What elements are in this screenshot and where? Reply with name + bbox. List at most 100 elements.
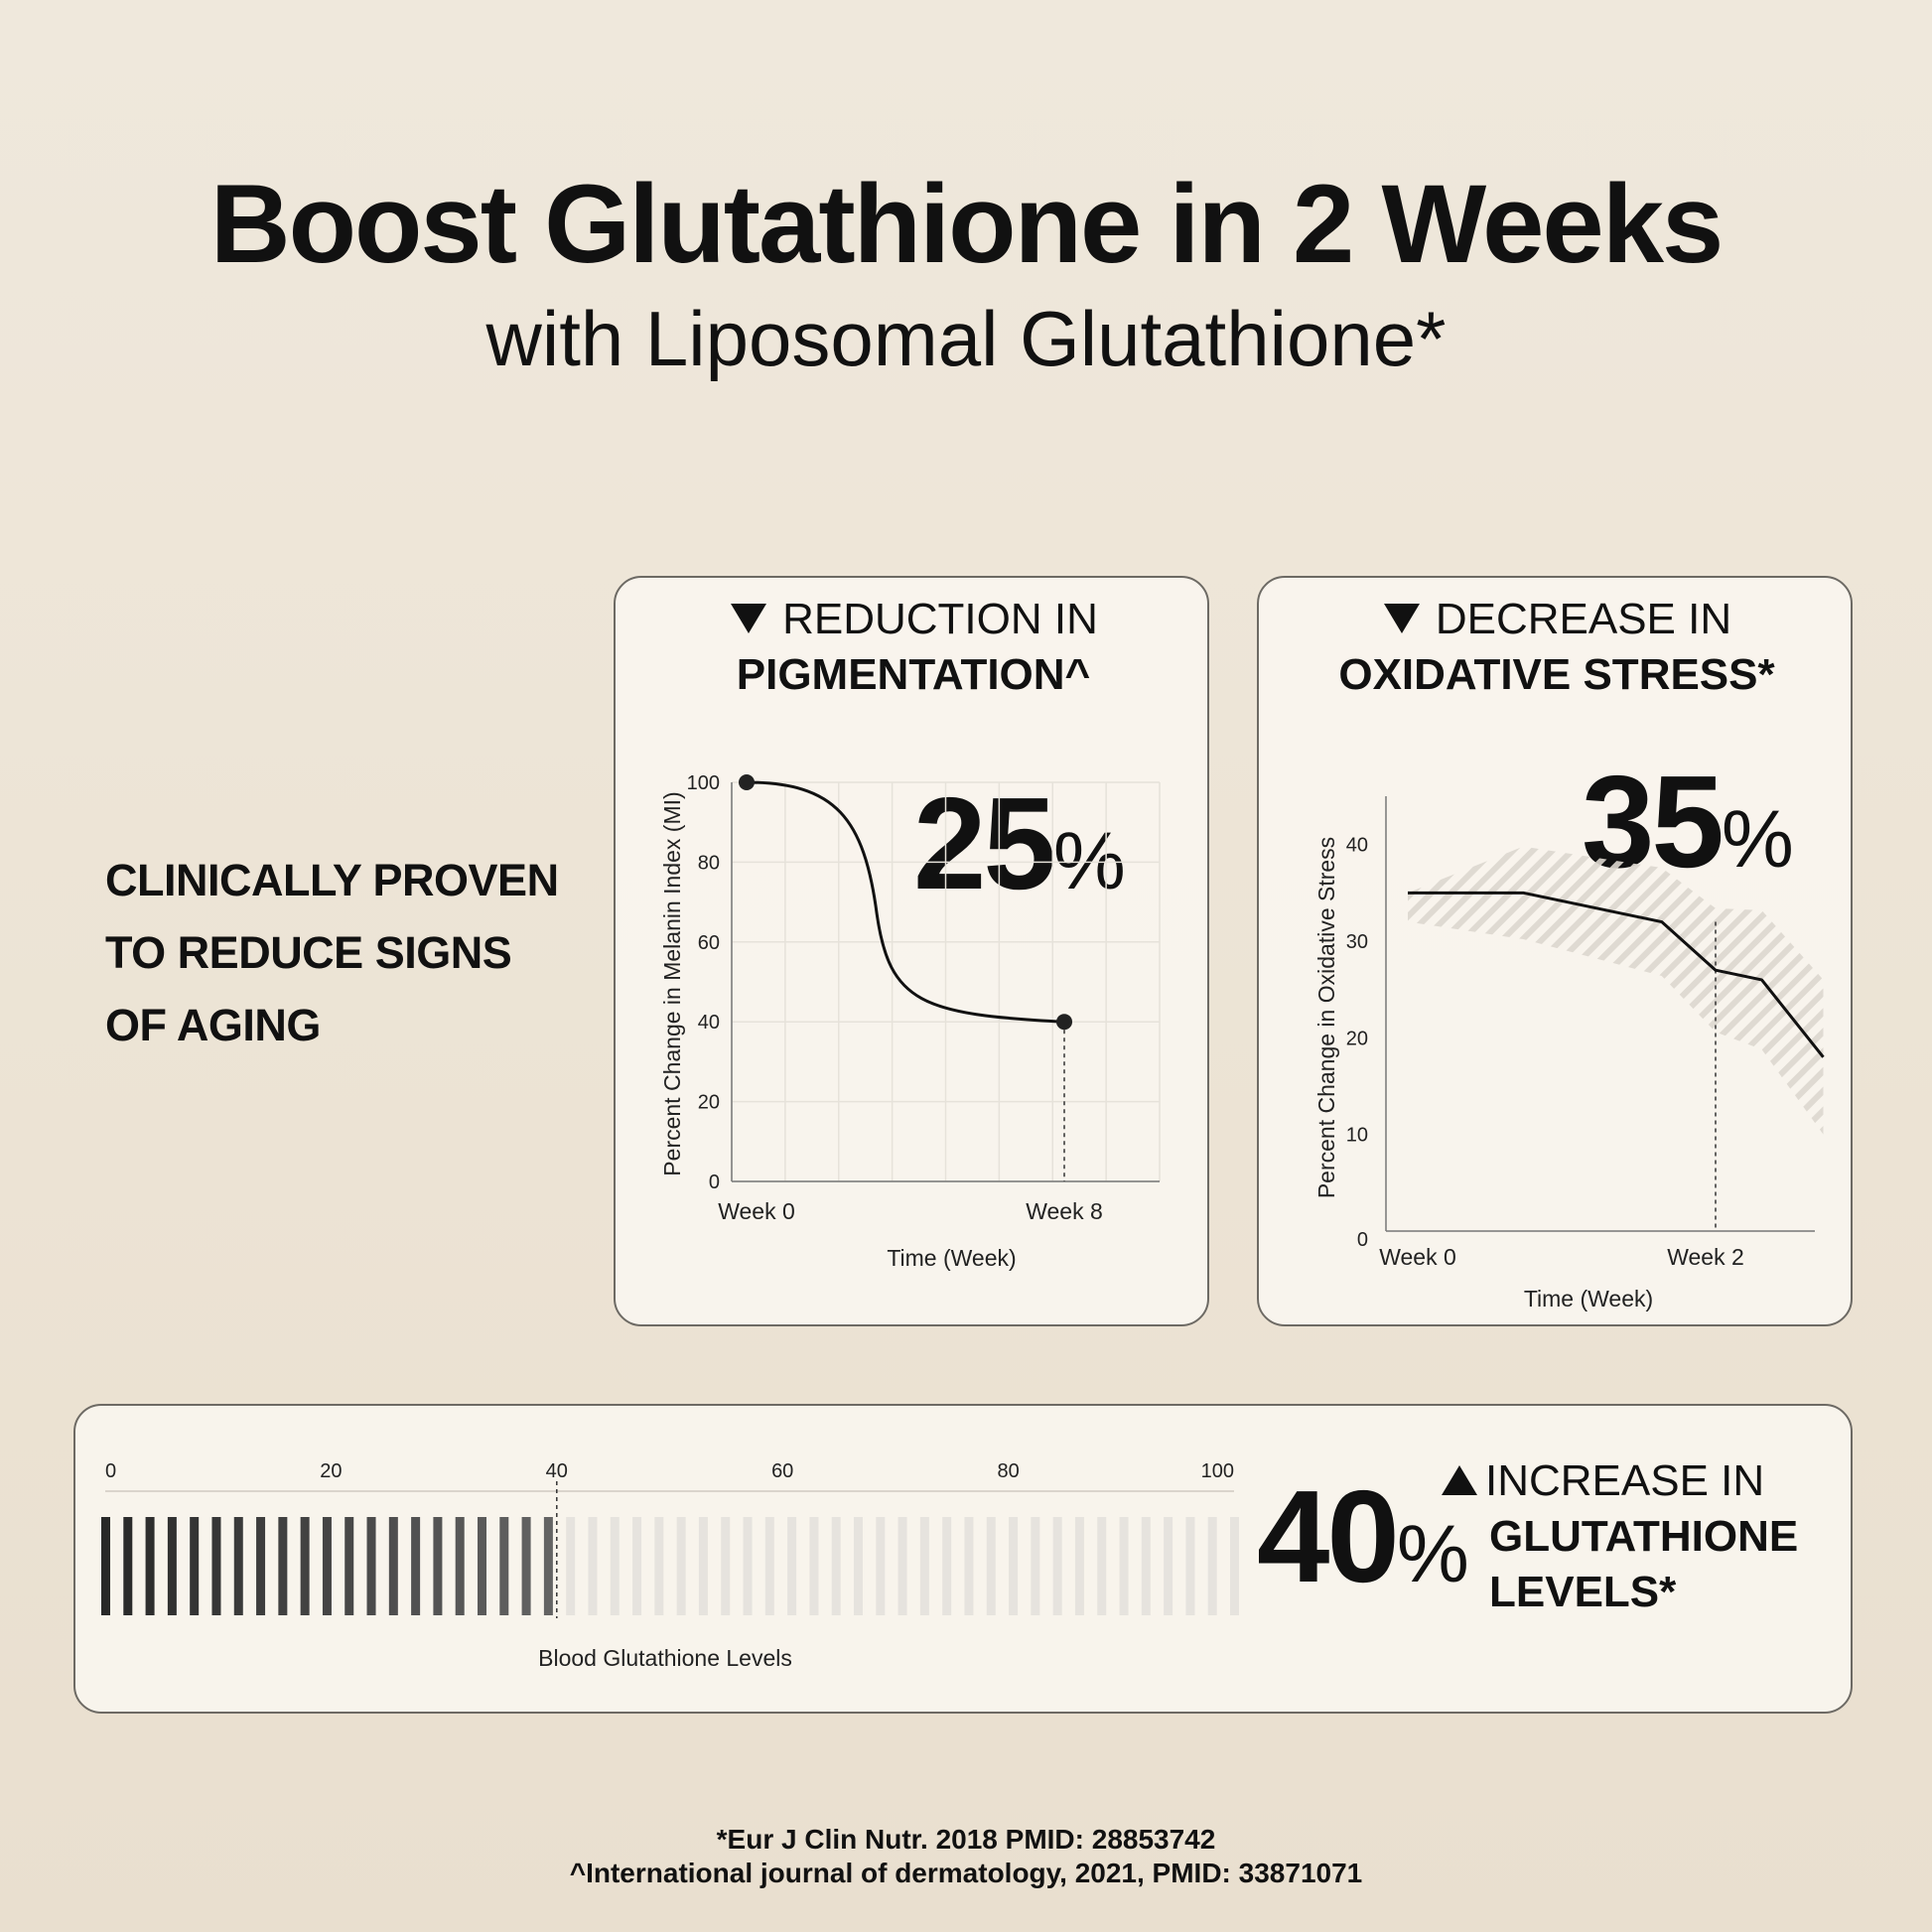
y-tick-label: 10	[1346, 1125, 1368, 1147]
empty-stripe	[698, 1517, 708, 1615]
series-line	[746, 780, 1065, 1024]
pigmentation-card: REDUCTION IN PIGMENTATION^ 25% 0 20 40 60 80…	[614, 576, 1209, 1326]
empty-stripe	[676, 1517, 686, 1615]
empty-stripe	[1164, 1517, 1173, 1615]
empty-stripe	[743, 1517, 753, 1615]
empty-stripe	[1207, 1517, 1217, 1615]
y-tick-label: 0	[709, 1172, 720, 1193]
filled-stripe	[478, 1517, 486, 1615]
filled-stripe	[211, 1517, 221, 1615]
triangle-down-icon	[731, 604, 767, 633]
triangle-down-icon	[1383, 604, 1420, 633]
x-tick-label: Week 8	[1026, 1198, 1103, 1224]
pigmentation-chart: 0 20 40 60 80 100 Week 0 Week 8 Time (Week) Perce…	[659, 772, 1161, 1271]
y-axis-label: Percent Change in Melanin Index (MI)	[659, 791, 685, 1175]
empty-stripe	[1097, 1517, 1107, 1615]
filled-stripe	[167, 1517, 177, 1615]
y-tick-label: 60	[698, 932, 720, 954]
empty-stripe	[1230, 1517, 1239, 1615]
y-tick-label: 20	[1346, 1028, 1368, 1049]
oxidative-stress-card: DECREASE IN OXIDATIVE STRESS* 35% 0 10 20 3…	[1257, 576, 1853, 1326]
oxidative-title-line1: DECREASE IN	[1435, 595, 1732, 643]
glutathione-headline: 40%	[1257, 1471, 1575, 1602]
x-tick-label: 40	[546, 1460, 568, 1482]
x-axis-label: Blood Glutathione Levels	[538, 1645, 792, 1671]
empty-stripe	[588, 1517, 598, 1615]
glutathione-title-line2: GLUTATHIONE	[1489, 1512, 1799, 1561]
confidence-band	[1408, 846, 1824, 1135]
empty-stripe	[831, 1517, 841, 1615]
references: *Eur J Clin Nutr. 2018 PMID: 28853742 ^I…	[0, 1823, 1932, 1890]
reference-line: *Eur J Clin Nutr. 2018 PMID: 28853742	[716, 1824, 1216, 1855]
empty-stripe	[897, 1517, 907, 1615]
filled-stripe	[433, 1517, 443, 1615]
x-axis-label: Time (Week)	[1524, 1286, 1653, 1311]
filled-stripe	[322, 1517, 332, 1615]
pigmentation-title-line1: REDUCTION IN	[782, 595, 1098, 643]
filled-stripe	[256, 1517, 266, 1615]
x-tick-label: 60	[771, 1460, 793, 1482]
data-point	[1056, 1014, 1072, 1031]
filled-stripe	[499, 1517, 509, 1615]
x-tick-label: 80	[997, 1460, 1019, 1482]
claim-line: OF AGING	[105, 1000, 321, 1050]
empty-stripe	[964, 1517, 974, 1615]
page-subtitle: with Liposomal Glutathione*	[485, 295, 1447, 382]
pigmentation-card-title: REDUCTION IN PIGMENTATION^	[616, 592, 1211, 703]
page-title: Boost Glutathione in 2 Weeks	[209, 162, 1725, 286]
empty-stripe	[1052, 1517, 1062, 1615]
x-tick-label: Week 2	[1667, 1244, 1744, 1270]
empty-stripe	[1009, 1517, 1019, 1615]
filled-stripe	[521, 1517, 531, 1615]
filled-stripe	[233, 1517, 243, 1615]
y-tick-label: 20	[698, 1092, 720, 1114]
claim-text: CLINICALLY PROVEN TO REDUCE SIGNS OF AGI…	[105, 844, 602, 1061]
filled-stripe	[388, 1517, 398, 1615]
x-axis-label: Time (Week)	[887, 1245, 1016, 1271]
oxidative-card-title: DECREASE IN OXIDATIVE STRESS*	[1259, 592, 1855, 703]
empty-stripe	[1185, 1517, 1195, 1615]
chart-grid	[731, 781, 1161, 1182]
glutathione-bar-chart: 0 20 40 60 80 100 Blood Glutathione Levels	[101, 1460, 1239, 1671]
empty-stripe	[1141, 1517, 1151, 1615]
y-tick-label: 40	[1346, 835, 1368, 857]
filled-stripe	[455, 1517, 465, 1615]
y-tick-label: 100	[687, 772, 720, 794]
y-tick-label: 40	[698, 1012, 720, 1034]
empty-stripe	[721, 1517, 731, 1615]
filled-stripe	[543, 1517, 553, 1615]
empty-stripe	[854, 1517, 863, 1615]
glutathione-title-line1: INCREASE IN	[1485, 1456, 1765, 1505]
empty-stripe	[986, 1517, 996, 1615]
x-tick-label: Week 0	[718, 1198, 795, 1224]
filled-stripe	[300, 1517, 310, 1615]
empty-stripe	[632, 1517, 642, 1615]
pigmentation-headline-unit: %	[1052, 816, 1126, 906]
empty-stripe	[876, 1517, 886, 1615]
pigmentation-title-line2: PIGMENTATION^	[736, 650, 1091, 699]
filled-stripe	[366, 1517, 376, 1615]
filled-stripe	[278, 1517, 288, 1615]
pigmentation-headline-value: 25	[913, 770, 1056, 916]
empty-stripe	[919, 1517, 929, 1615]
empty-stripe	[809, 1517, 819, 1615]
y-tick-label: 80	[698, 852, 720, 874]
empty-stripe	[654, 1517, 664, 1615]
x-tick-label: 100	[1201, 1460, 1234, 1482]
empty-stripe	[566, 1517, 576, 1615]
reference-line: ^International journal of dermatology, 2…	[569, 1858, 1363, 1888]
claim-line: TO REDUCE SIGNS	[105, 927, 512, 978]
y-tick-label: 0	[1357, 1229, 1368, 1251]
oxidative-title-line2: OXIDATIVE STRESS*	[1338, 650, 1775, 699]
data-point	[739, 774, 755, 790]
oxidative-chart: 0 10 20 30 40 Week 0 Week 2 Time (Week) Percent …	[1313, 796, 1825, 1311]
x-tick-label: 0	[105, 1460, 116, 1482]
y-axis-label: Percent Change in Oxidative Stress	[1313, 837, 1339, 1198]
filled-stripe	[345, 1517, 354, 1615]
empty-stripe	[942, 1517, 952, 1615]
x-tick-label: 20	[320, 1460, 342, 1482]
empty-stripe	[787, 1517, 797, 1615]
glutathione-headline-value: 40	[1257, 1463, 1400, 1609]
x-tick-label: Week 0	[1379, 1244, 1456, 1270]
claim-line: CLINICALLY PROVEN	[105, 855, 559, 905]
